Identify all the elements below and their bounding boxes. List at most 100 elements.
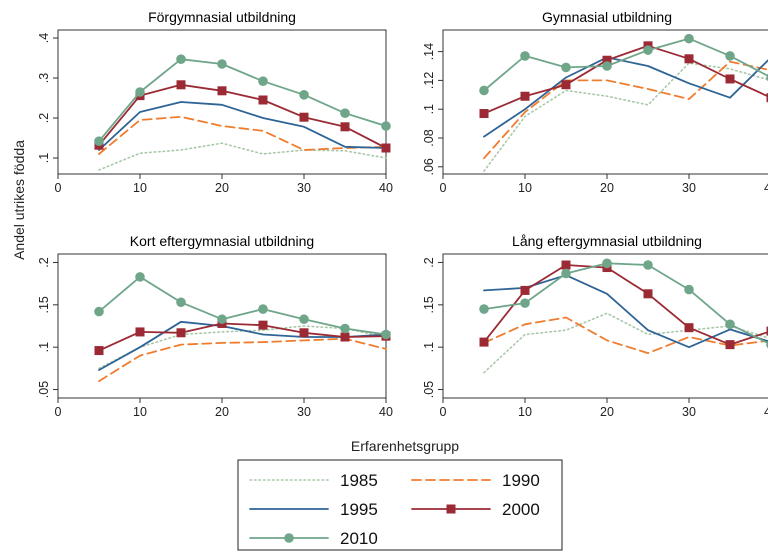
data-point-2010 — [479, 85, 489, 96]
y-tick-label: .4 — [37, 33, 51, 43]
data-point-2000 — [725, 74, 735, 84]
data-point-2000 — [520, 285, 530, 295]
data-point-2010 — [94, 306, 104, 317]
y-tick-label: .1 — [422, 342, 436, 352]
data-point-2000 — [135, 327, 145, 337]
data-point-2000 — [766, 326, 768, 336]
series-line-2000 — [98, 322, 387, 352]
data-point-2010 — [684, 284, 694, 295]
data-point-2000 — [561, 260, 571, 270]
data-point-2000 — [643, 289, 653, 299]
data-point-2000 — [94, 346, 104, 356]
data-point-2010 — [135, 87, 145, 97]
data-point-2000 — [340, 122, 350, 132]
legend-entry-2010: 2010 — [249, 529, 378, 548]
y-tick-label: .2 — [422, 257, 436, 267]
series-line-2000 — [98, 83, 387, 149]
series-1985 — [98, 142, 387, 171]
x-tick-label: 40 — [764, 405, 768, 419]
series-line-2000 — [483, 44, 768, 115]
series-line-1990 — [98, 115, 387, 155]
series-line-1985 — [98, 142, 387, 171]
x-tick-label: 30 — [682, 181, 696, 195]
legend-entry-2000: 2000 — [411, 500, 540, 519]
y-tick-label: .3 — [37, 73, 51, 83]
series-1995 — [483, 56, 768, 138]
series-1985 — [483, 312, 768, 374]
x-tick-label: 20 — [215, 181, 229, 195]
y-tick-label: .15 — [422, 296, 436, 313]
x-tick-label: 10 — [133, 181, 147, 195]
legend-label: 1985 — [340, 471, 378, 490]
panel-3: Kort eftergymnasial utbildning 0 10 20 30 40.… — [37, 233, 393, 419]
y-tick-label: .12 — [422, 72, 436, 89]
data-point-2010 — [684, 33, 694, 44]
data-point-2010 — [299, 314, 309, 325]
x-tick-label: 0 — [55, 181, 62, 195]
data-point-2010 — [299, 90, 309, 100]
y-tick-label: .14 — [422, 43, 436, 60]
data-point-2010 — [561, 268, 571, 279]
y-tick-label: .08 — [422, 129, 436, 146]
plot-frame — [442, 253, 768, 399]
data-point-2010 — [381, 329, 391, 340]
series-1990 — [98, 115, 387, 155]
plot-frame — [57, 29, 387, 175]
series-1990 — [98, 337, 387, 383]
y-tick-label: .2 — [37, 257, 51, 267]
data-point-2010 — [725, 51, 735, 61]
series-line-1990 — [98, 337, 387, 383]
data-point-2010 — [520, 51, 530, 61]
series-2000 — [479, 260, 768, 350]
data-point-2000 — [381, 143, 391, 153]
x-tick-label: 20 — [600, 181, 614, 195]
data-point-2000 — [520, 91, 530, 101]
data-point-2010 — [340, 108, 350, 118]
series-line-2010 — [483, 37, 768, 92]
data-point-2010 — [176, 54, 186, 64]
series-line-2010 — [98, 58, 387, 143]
series-2000 — [479, 41, 768, 119]
data-point-2000 — [176, 328, 186, 338]
legend-marker — [284, 533, 294, 543]
panel-title: Förgymnasial utbildning — [148, 9, 296, 25]
series-line-1990 — [483, 316, 768, 355]
legend-label: 1990 — [502, 471, 540, 490]
y-tick-label: .05 — [422, 381, 436, 398]
x-axis-label: Erfarenhetsgrupp — [351, 438, 459, 454]
series-2010 — [479, 258, 768, 349]
legend-entry-1985: 1985 — [249, 471, 378, 490]
x-tick-label: 10 — [518, 181, 532, 195]
data-point-2000 — [217, 86, 227, 96]
panel-1: Förgymnasial utbildning 0 10 20 30 40 .1 .2 .3 .4 — [37, 9, 393, 195]
data-point-2000 — [258, 320, 268, 330]
x-tick-label: 0 — [440, 405, 447, 419]
y-tick-label: .1 — [422, 104, 436, 114]
legend-items: 1985 1990 1995 2000 2010 — [249, 471, 540, 548]
series-2010 — [479, 33, 768, 96]
data-point-2010 — [381, 121, 391, 131]
data-point-2000 — [299, 328, 309, 338]
data-point-2010 — [520, 298, 530, 308]
data-point-2010 — [217, 59, 227, 69]
data-point-2000 — [602, 55, 612, 65]
data-point-2010 — [602, 61, 612, 71]
data-point-2010 — [725, 319, 735, 330]
panel-title: Kort eftergymnasial utbildning — [130, 233, 314, 249]
series-2010 — [94, 272, 391, 340]
x-tick-label: 40 — [379, 405, 393, 419]
data-point-2010 — [479, 304, 489, 314]
data-point-2010 — [643, 260, 653, 270]
series-line-1990 — [483, 60, 768, 160]
data-point-2010 — [258, 304, 268, 314]
x-tick-label: 20 — [215, 405, 229, 419]
x-tick-label: 40 — [379, 181, 393, 195]
data-point-2000 — [299, 112, 309, 122]
legend-entry-1990: 1990 — [411, 471, 540, 490]
series-line-1985 — [483, 312, 768, 374]
data-point-2010 — [176, 297, 186, 308]
data-point-2010 — [135, 272, 145, 282]
x-tick-label: 10 — [518, 405, 532, 419]
panel-title: Gymnasial utbildning — [542, 9, 672, 25]
series-line-2010 — [98, 275, 387, 336]
